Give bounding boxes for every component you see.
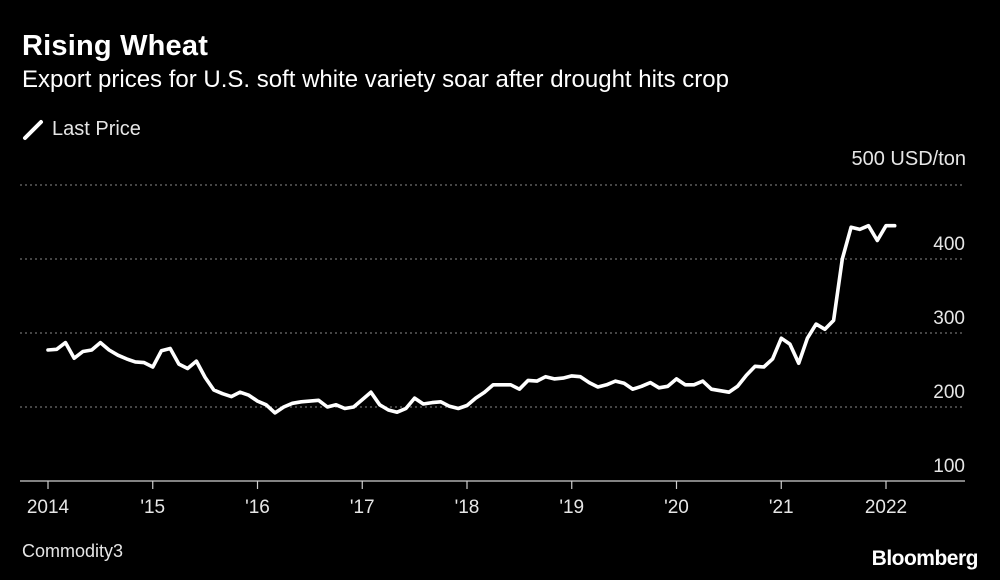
x-tick-label-'17: '17	[350, 497, 375, 518]
series-line-last-price	[46, 223, 897, 415]
x-tick-label-2022: 2022	[865, 497, 907, 518]
x-tick-label-'21: '21	[769, 497, 794, 518]
legend-label: Last Price	[52, 118, 141, 140]
source-label: Commodity3	[22, 541, 124, 561]
bloomberg-logo: Bloomberg	[871, 547, 979, 570]
legend: Last Price	[22, 118, 141, 141]
x-tick-label-'18: '18	[455, 497, 480, 518]
x-tick-label-'19: '19	[559, 497, 584, 518]
x-tick-label-'15: '15	[140, 497, 165, 518]
chart-subtitle: Export prices for U.S. soft white variet…	[22, 66, 729, 93]
y-axis-unit-label: 500 USD/ton	[851, 148, 966, 170]
x-tick-label-'20: '20	[664, 497, 689, 518]
y-tick-label-100: 100	[933, 456, 965, 477]
chart-title: Rising Wheat	[22, 30, 209, 62]
legend-line-icon	[23, 119, 43, 140]
y-tick-label-400: 400	[933, 234, 965, 255]
y-tick-label-300: 300	[933, 308, 965, 329]
x-tick-label-'16: '16	[245, 497, 270, 518]
y-tick-label-200: 200	[933, 382, 965, 403]
x-tick-label-2014: 2014	[27, 497, 70, 518]
